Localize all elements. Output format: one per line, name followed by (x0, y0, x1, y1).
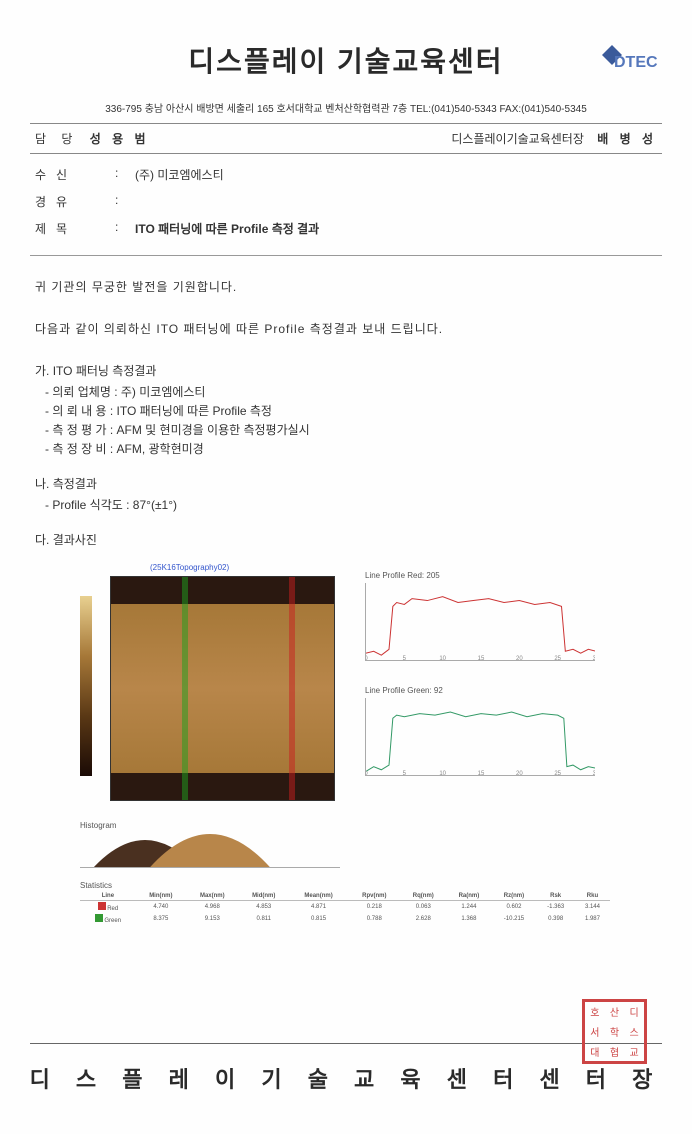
via-line: 경유 : (35, 193, 662, 210)
section-c-head: 다. 결과사진 (35, 531, 662, 548)
subject-label: 제목 (35, 220, 115, 237)
svg-text:10: 10 (439, 771, 446, 776)
figures: (25K16Topography02) Line Profile Red: 20… (80, 566, 610, 926)
stats-table: Statistics LineMin(nm)Max(nm)Mid(nm)Mean… (80, 881, 610, 925)
left-field-value: 성 용 범 (90, 132, 150, 146)
profile-red-title: Line Profile Red: 205 (365, 571, 595, 580)
subject-value: ITO 패터닝에 따른 Profile 측정 결과 (135, 220, 662, 237)
header: 디스플레이 기술교육센터 DTEC (30, 40, 662, 80)
field-row: 담 당 성 용 범 디스플레이기술교육센터장 배 병 성 (30, 123, 662, 154)
left-field-label: 담 당 (35, 132, 78, 146)
profile-green-title: Line Profile Green: 92 (365, 686, 595, 695)
dtec-logo-icon: DTEC (592, 45, 662, 80)
field-right: 디스플레이기술교육센터장 배 병 성 (346, 130, 657, 147)
section-a-item: - 측 정 장 비 : AFM, 광학현미경 (45, 440, 662, 457)
svg-text:30: 30 (593, 771, 595, 776)
svg-text:25: 25 (554, 771, 561, 776)
afm-green-line (182, 577, 188, 800)
svg-text:5: 5 (403, 656, 407, 661)
stats-table-element: LineMin(nm)Max(nm)Mid(nm)Mean(nm)Rpv(nm)… (80, 892, 610, 925)
right-field-value: 배 병 성 (597, 132, 657, 146)
section-c: 다. 결과사진 (35, 531, 662, 548)
contact-line: 336-795 충남 아산시 배방면 세출리 165 호서대학교 벤처산학협력관… (30, 100, 662, 115)
afm-red-line (289, 577, 295, 800)
intro: 다음과 같이 의뢰하신 ITO 패터닝에 따른 Profile 측정결과 보내 … (35, 320, 662, 337)
colorbar (80, 596, 92, 776)
recipient-value: (주) 미코엠에스티 (135, 166, 662, 183)
footer-text: 디 스 플 레 이 기 술 교 육 센 터 센 터 장 (30, 1067, 663, 1092)
svg-text:0: 0 (365, 771, 368, 776)
section-a-item: - 의 뢰 내 용 : ITO 패터닝에 따른 Profile 측정 (45, 402, 662, 419)
info-block: 수신 : (주) 미코엠에스티 경유 : 제목 : ITO 패터닝에 따른 Pr… (35, 166, 662, 237)
afm-title: (25K16Topography02) (150, 563, 229, 572)
svg-text:DTEC: DTEC (614, 54, 658, 71)
stats-title: Statistics (80, 881, 610, 890)
histogram-svg (80, 830, 340, 868)
svg-text:5: 5 (403, 771, 407, 776)
svg-text:25: 25 (554, 656, 561, 661)
stamp-icon: 호산디서학스대협교 (582, 999, 647, 1064)
profile-green-svg: 0 5 10 15 20 25 30 (365, 698, 595, 776)
svg-text:0: 0 (365, 656, 368, 661)
section-a: 가. ITO 패터닝 측정결과 - 의뢰 업체명 : 주) 미코엠에스티 - 의… (35, 362, 662, 457)
section-b: 나. 측정결과 - Profile 식각도 : 87°(±1°) (35, 475, 662, 513)
profile-red-svg: 0 5 10 15 20 25 30 (365, 583, 595, 661)
field-left: 담 당 성 용 범 (35, 130, 346, 147)
right-field-label: 디스플레이기술교육센터장 (451, 132, 583, 146)
histogram-title: Histogram (80, 821, 340, 830)
recipient-line: 수신 : (주) 미코엠에스티 (35, 166, 662, 183)
org-title: 디스플레이 기술교육센터 (188, 40, 503, 80)
section-b-head: 나. 측정결과 (35, 475, 662, 492)
profile-red-chart: Line Profile Red: 205 0 5 10 15 20 25 30 (365, 571, 595, 666)
footer-line (30, 1043, 662, 1044)
afm-image (110, 576, 335, 801)
greeting: 귀 기관의 무궁한 발전을 기원합니다. (35, 278, 662, 295)
recipient-label: 수신 (35, 166, 115, 183)
svg-text:15: 15 (478, 656, 485, 661)
via-label: 경유 (35, 193, 115, 210)
section-a-item: - 측 정 평 가 : AFM 및 현미경을 이용한 측정평가실시 (45, 421, 662, 438)
svg-text:20: 20 (516, 656, 523, 661)
divider (30, 255, 662, 256)
svg-text:10: 10 (439, 656, 446, 661)
svg-text:20: 20 (516, 771, 523, 776)
via-value (135, 193, 662, 210)
histogram: Histogram (80, 821, 340, 871)
subject-line: 제목 : ITO 패터닝에 따른 Profile 측정 결과 (35, 220, 662, 237)
profile-green-chart: Line Profile Green: 92 0 5 10 15 20 25 30 (365, 686, 595, 781)
section-b-item: - Profile 식각도 : 87°(±1°) (45, 496, 662, 513)
footer: 디 스 플 레 이 기 술 교 육 센 터 센 터 장 호산디서학스대협교 (0, 1043, 692, 1094)
svg-text:30: 30 (593, 656, 595, 661)
section-a-head: 가. ITO 패터닝 측정결과 (35, 362, 662, 379)
svg-text:15: 15 (478, 771, 485, 776)
section-a-item: - 의뢰 업체명 : 주) 미코엠에스티 (45, 383, 662, 400)
